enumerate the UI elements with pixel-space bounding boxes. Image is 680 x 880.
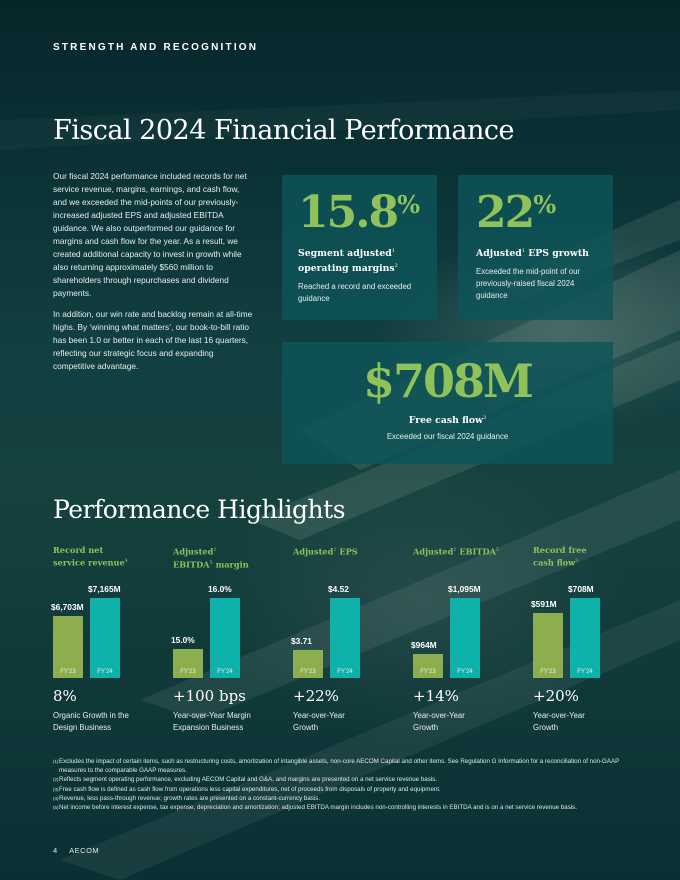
bar-value-label: $591M xyxy=(531,599,557,609)
bar-fy24: FY'24 xyxy=(330,598,360,678)
highlights-title: Performance Highlights xyxy=(53,495,346,524)
bar-value-label: 16.0% xyxy=(208,584,232,594)
bar-value-label: $708M xyxy=(568,584,594,594)
growth-description: Year-over-Year Growth xyxy=(413,711,465,732)
highlight-adjusted-ebitda: Adjusted1 EBITDA5 FY'23 $964M FY'24 $1,095M xyxy=(411,545,523,678)
stat-eps-growth: 22% Adjusted1 EPS growth Exceeded the mi… xyxy=(458,175,613,320)
growth-value: 8% xyxy=(53,687,77,705)
highlight-label: Adjusted1 EBITDA5 margin xyxy=(173,546,249,570)
bar-fy24: FY'24 xyxy=(90,598,120,678)
growth-description: Year-over-Year Margin Expansion Business xyxy=(173,711,251,732)
bar-value-label: $4.52 xyxy=(328,584,349,594)
stat-value: 22% xyxy=(476,187,557,238)
stat-title: Free cash flow3 xyxy=(408,415,487,427)
highlight-label: Record free cash flow3 xyxy=(533,545,587,568)
highlight-label: Record net service revenue4 xyxy=(53,545,128,568)
footnote: (3) Free cash flow is defined as cash flo… xyxy=(53,785,441,793)
page-number: 4 xyxy=(53,846,58,855)
bar-fy24: FY'24 xyxy=(210,598,240,678)
bar-year-label: FY'23 xyxy=(420,669,436,675)
stat-value: 15.8% xyxy=(298,187,421,238)
stat-title: Adjusted1 EPS growth xyxy=(476,248,589,260)
highlight-label: Adjusted1 EPS xyxy=(293,546,358,557)
stat-description: Exceeded our fiscal 2024 guidance xyxy=(386,432,509,442)
bar-year-label: FY'23 xyxy=(540,669,556,675)
growth-value: +20% xyxy=(533,687,579,705)
highlight-adjusted-eps: Adjusted1 EPS FY'23 $3.71 FY'24 $4.52 xyxy=(291,545,403,678)
bar-year-label: FY'24 xyxy=(337,669,353,675)
growth-description: Organic Growth in the Design Business xyxy=(53,711,129,732)
bar-value-label: 15.0% xyxy=(171,635,195,646)
bar-value-label: $3.71 xyxy=(291,636,312,647)
growth-value: +100 bps xyxy=(173,687,246,705)
section-eyebrow: STRENGTH AND RECOGNITION xyxy=(53,42,259,53)
highlight-label: Adjusted1 EBITDA5 xyxy=(413,546,500,557)
footnote: (1) Excludes the impact of certain items,… xyxy=(53,758,620,775)
company-name: AECOM xyxy=(69,846,100,855)
bar-fy23: FY'23 xyxy=(293,650,323,678)
stat-segment-margin: 15.8% Segment adjusted1 operating margin… xyxy=(282,175,437,320)
bar-year-label: FY'23 xyxy=(180,669,196,675)
footnote: (2) Reflects segment operating performanc… xyxy=(53,776,437,784)
growth-description: Year-over-Year Growth xyxy=(293,711,345,732)
footnote: (5) Net income before interest expense, t… xyxy=(53,804,577,812)
bar-value-label: $1,095M xyxy=(448,584,481,594)
footnotes: (1) Excludes the impact of certain items,… xyxy=(53,757,633,812)
stat-free-cash-flow: $708M Free cash flow3 Exceeded our fisca… xyxy=(282,342,613,464)
bar-chart: FY'23 15.0% FY'24 16.0% xyxy=(171,545,283,678)
bar-fy23: FY'23 xyxy=(53,616,83,678)
bar-value-label: $7,165M xyxy=(88,584,121,594)
growth-description: Year-over-Year Growth xyxy=(533,711,585,732)
bar-year-label: FY'24 xyxy=(577,669,593,675)
growth-value: +22% xyxy=(293,687,339,705)
footnote: (4) Revenue, less pass-through revenue; g… xyxy=(53,794,321,802)
page-footer: 4 AECOM xyxy=(53,846,99,855)
bar-chart: FY'23 $591M FY'24 $708M xyxy=(531,545,643,678)
stat-value: $708M xyxy=(363,354,534,408)
stat-description: Exceeded the mid-point of our previously… xyxy=(476,267,581,301)
bar-year-label: FY'24 xyxy=(217,669,233,675)
stat-title: Segment adjusted1 operating margins2 xyxy=(298,248,398,275)
bar-fy23: FY'23 xyxy=(173,649,203,678)
page-title: Fiscal 2024 Financial Performance xyxy=(53,115,514,146)
highlight-net-service-revenue: Record net service revenue4 FY'23 $6,703M F… xyxy=(51,545,163,678)
growth-value: +14% xyxy=(413,687,459,705)
bar-fy23: FY'23 xyxy=(413,654,443,678)
bar-year-label: FY'24 xyxy=(97,669,113,675)
bar-chart: FY'23 $964M FY'24 $1,095M xyxy=(411,545,523,678)
highlight-ebitda-margin: Adjusted1 EBITDA5 margin FY'23 15.0% FY'24 1… xyxy=(171,545,283,678)
bar-fy24: FY'24 xyxy=(450,598,480,678)
intro-paragraph: Our fiscal 2024 performance included rec… xyxy=(53,171,247,298)
highlight-free-cash-flow: Record free cash flow3 FY'23 $591M FY'24 $70… xyxy=(531,545,643,678)
bar-fy23: FY'23 xyxy=(533,613,563,678)
bar-chart: FY'23 $3.71 FY'24 $4.52 xyxy=(291,545,403,678)
intro-text: Our fiscal 2024 performance included rec… xyxy=(53,170,253,373)
bar-value-label: $6,703M xyxy=(51,602,84,613)
bar-year-label: FY'23 xyxy=(60,669,76,675)
bar-year-label: FY'24 xyxy=(457,669,473,675)
bar-fy24: FY'24 xyxy=(570,598,600,678)
bar-chart: FY'23 $6,703M FY'24 $7,165M xyxy=(51,545,163,678)
stat-description: Reached a record and exceeded guidance xyxy=(298,282,412,304)
bar-value-label: $964M xyxy=(411,640,437,650)
intro-paragraph: In addition, our win rate and backlog re… xyxy=(53,309,253,371)
bar-year-label: FY'23 xyxy=(300,669,316,675)
